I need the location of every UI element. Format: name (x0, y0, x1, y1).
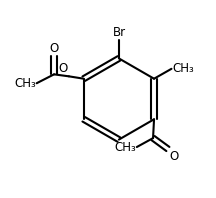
Text: O: O (59, 62, 68, 75)
Text: CH₃: CH₃ (14, 77, 36, 90)
Text: O: O (49, 42, 59, 54)
Text: CH₃: CH₃ (114, 141, 136, 153)
Text: CH₃: CH₃ (172, 62, 194, 75)
Text: Br: Br (113, 26, 126, 39)
Text: O: O (169, 150, 178, 163)
